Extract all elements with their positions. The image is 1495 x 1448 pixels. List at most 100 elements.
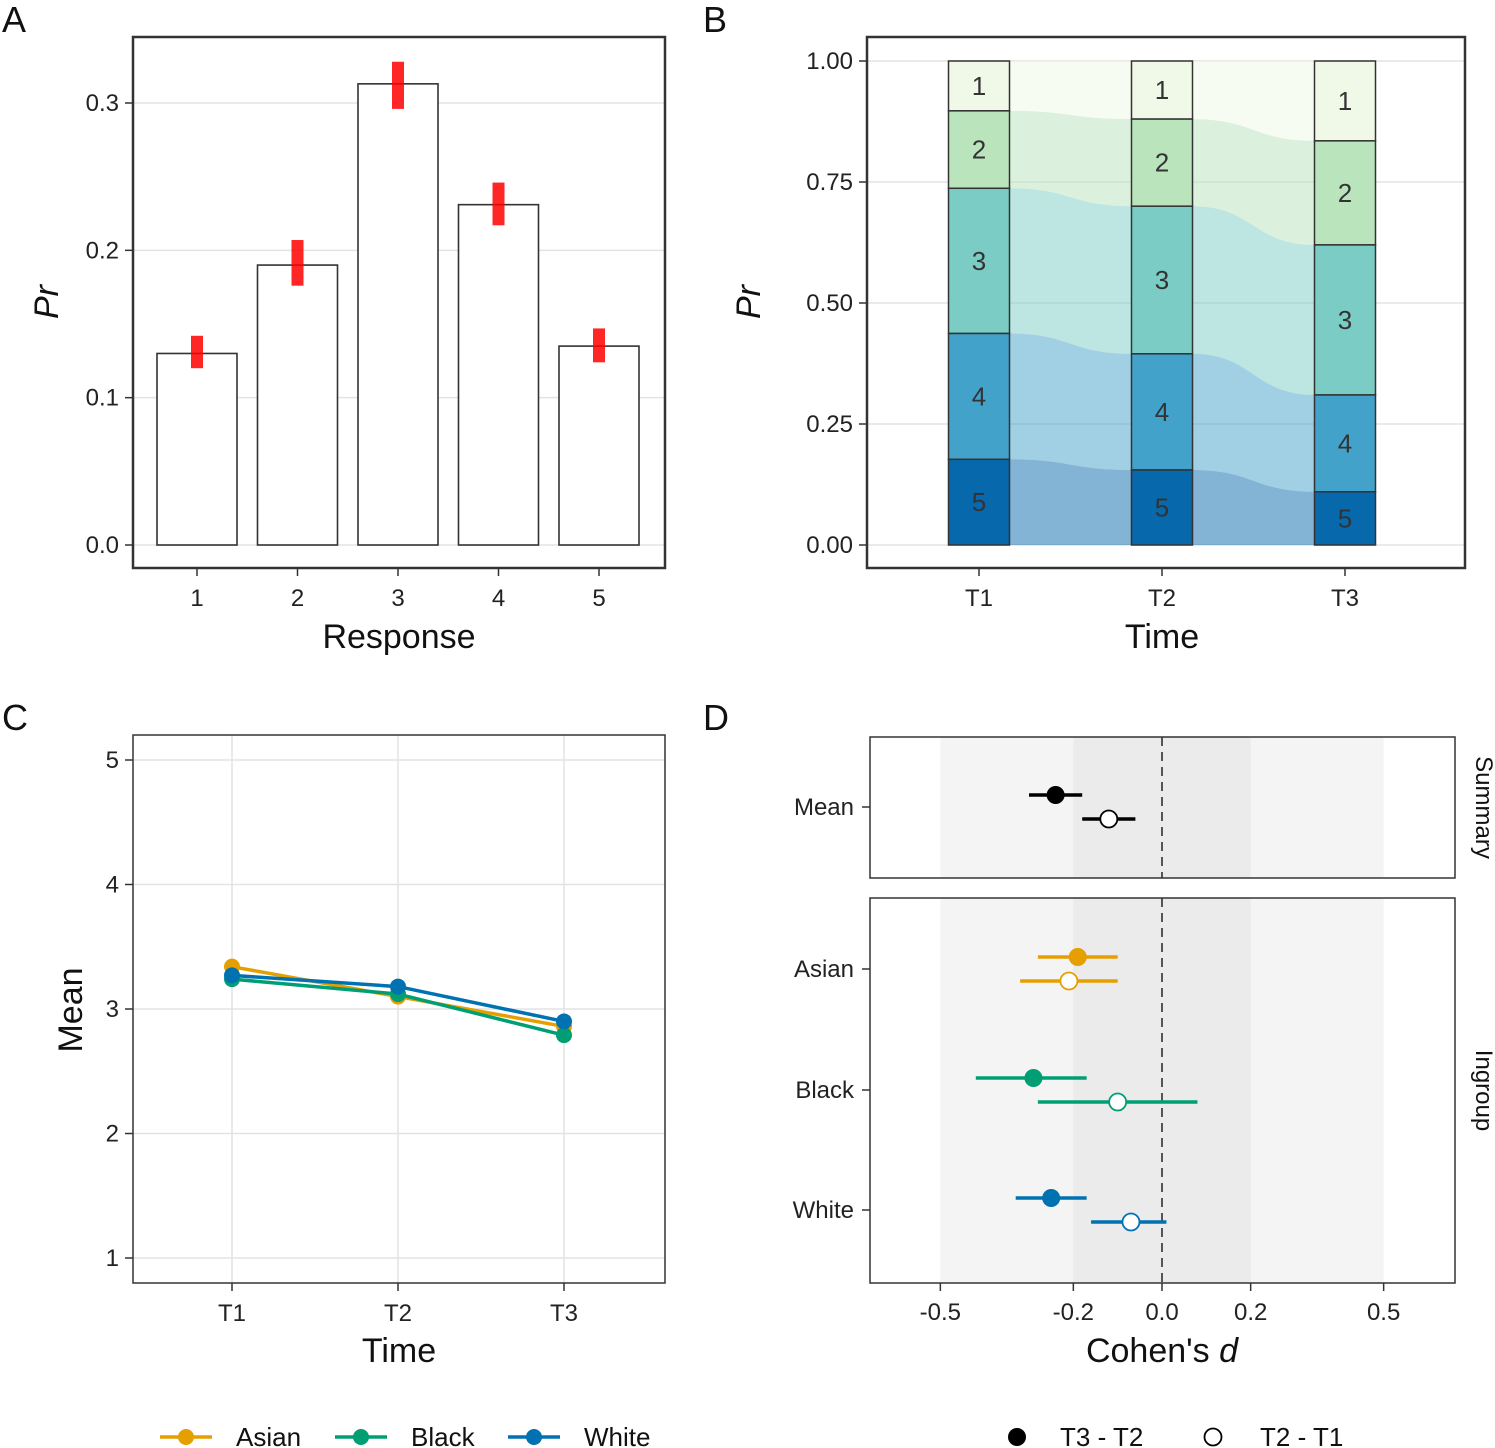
panel-d-point-t2-t1 [1121, 1212, 1141, 1232]
panel-a-bar [256, 264, 339, 546]
panel-d-xtick-label: -0.5 [920, 1299, 961, 1326]
panel-b-xtick-label: T2 [1148, 585, 1176, 612]
panel-a-bar [457, 203, 540, 546]
panel-a-letter: A [2, 0, 26, 40]
panel-b-xtick-label: T1 [965, 585, 993, 612]
panel-c-letter: C [2, 697, 28, 738]
panel-c-point [556, 1013, 572, 1030]
panel-d-row-label: Black [795, 1077, 855, 1104]
panel-b-segment-label: 5 [972, 487, 986, 517]
panel-b-letter: B [703, 0, 727, 40]
panel-d-point-t3-t2 [1024, 1069, 1043, 1087]
panel-b-stack-segment [1313, 244, 1377, 396]
panel-b-stack-segment [1313, 60, 1377, 142]
panel-b-stack-segment [1313, 394, 1377, 493]
panel-d-legend-label: T3 - T2 [1060, 1422, 1143, 1448]
panel-d-strip-label: Summary [1470, 756, 1495, 859]
panel-a-bar-chart: 0.0 0.1 0.2 0.3 1 2 3 4 5 Response Pr [28, 35, 667, 656]
panel-c-xtick-label: T1 [218, 1300, 246, 1327]
panel-b-flow-ribbon [1192, 61, 1315, 141]
panel-c-xlabel: Time [362, 1332, 436, 1370]
panel-d-point-t2-t1 [1108, 1092, 1128, 1112]
panel-b-segment-label: 4 [1155, 397, 1169, 427]
panel-d-point-t3-t2 [1042, 1189, 1061, 1207]
panel-a-xtick-label: 1 [190, 585, 203, 612]
panel-c-ytick-label: 4 [106, 872, 119, 899]
panel-d-xlabel-main: Cohen's [1086, 1332, 1219, 1370]
panel-b-ytick-label: 0.00 [806, 532, 853, 559]
panel-c-xtick-label: T2 [384, 1300, 412, 1327]
panel-b-ytick-label: 0.50 [806, 290, 853, 317]
panel-b-xlabel: Time [1125, 618, 1199, 656]
panel-b-segment-label: 2 [972, 135, 986, 165]
panel-b-stack-segment [1130, 60, 1194, 120]
panel-d-xlabel-italic: d [1219, 1332, 1239, 1370]
panel-d-xtick-label: 0.2 [1234, 1299, 1267, 1326]
panel-c-legend-label: Black [411, 1422, 476, 1448]
panel-b-stack-segment [1130, 469, 1194, 546]
panel-b-alluvial-chart: 0.00 0.25 0.50 0.75 1.00 1 2 3 4 5 T1 1 2 3 4 5 T2 1 2 3 4 5 T… [730, 35, 1467, 656]
panel-a-ytick-label: 0.1 [86, 385, 119, 412]
panel-a-ytick-label: 0.0 [86, 532, 119, 559]
panel-a-xtick-label: 4 [492, 585, 505, 612]
panel-d-point-t2-t1 [1059, 971, 1079, 991]
panel-a-bar [156, 352, 238, 546]
panel-d-point-t3-t2 [1068, 948, 1087, 966]
panel-c-ylabel: Mean [52, 967, 90, 1052]
panel-a-xtick-label: 3 [391, 585, 404, 612]
panel-b-segment-label: 1 [1155, 75, 1169, 105]
panel-d-row-label: Mean [794, 794, 854, 821]
panel-c-point [390, 978, 406, 995]
panel-b-flow-ribbon [1009, 459, 1132, 545]
panel-a-ytick-label: 0.3 [86, 90, 119, 117]
panel-b-segment-label: 3 [1338, 305, 1352, 335]
panel-a-xlabel: Response [322, 618, 475, 656]
panel-c-ytick-label: 1 [106, 1245, 119, 1272]
panel-d-legend-key-open [1203, 1427, 1223, 1447]
panel-b-stack-segment [1130, 118, 1194, 207]
panel-b-stack-segment [947, 60, 1011, 112]
panel-b-stack-segment [1313, 140, 1377, 246]
panel-a-border [131, 35, 667, 570]
panel-d-point-t2-t1 [1099, 809, 1119, 829]
panel-b-ytick-label: 0.25 [806, 411, 853, 438]
panel-b-segment-label: 5 [1338, 503, 1352, 533]
panel-b-segment-label: 4 [972, 381, 986, 411]
panel-b-segment-label: 4 [1338, 428, 1352, 458]
panel-a-bar [357, 83, 439, 546]
panel-d-strip-label: Ingroup [1470, 1050, 1495, 1131]
panel-a-xtick-label: 2 [291, 585, 304, 612]
panel-b-stack-segment [1130, 353, 1194, 471]
panel-d-point-t3-t2 [1046, 786, 1065, 804]
panel-d-xtick-label: 0.0 [1145, 1299, 1178, 1326]
panel-b-flow-ribbon [1192, 206, 1315, 395]
panel-b-stack-segment [1130, 205, 1194, 355]
panel-a-interval [191, 335, 203, 369]
panel-b-flow-ribbon [1192, 469, 1315, 545]
panel-b-xtick-label: T3 [1331, 585, 1359, 612]
panel-b-ytick-label: 1.00 [806, 48, 853, 75]
panel-b-flow-ribbon [1009, 188, 1132, 354]
panel-b-ytick-label: 0.75 [806, 169, 853, 196]
panel-c-legend-point [178, 1429, 194, 1445]
panel-b-flow-ribbon [1192, 119, 1315, 245]
panel-b-flow-ribbon [1192, 353, 1315, 492]
panel-c-legend-label: Asian [236, 1422, 301, 1448]
panel-b-segment-label: 5 [1155, 492, 1169, 522]
panel-b-stack-segment [947, 458, 1011, 546]
panel-b-segment-label: 2 [1155, 148, 1169, 178]
panel-a-xtick-label: 5 [592, 585, 605, 612]
panel-b-segment-label: 3 [972, 246, 986, 276]
panel-c-ytick-label: 3 [106, 996, 119, 1023]
panel-c-legend-label: White [584, 1422, 650, 1448]
panel-a-interval [392, 61, 404, 109]
panel-c-ytick-label: 2 [106, 1121, 119, 1148]
panel-b-ylabel: Pr [730, 283, 768, 319]
panel-d-xtick-label: 0.5 [1367, 1299, 1400, 1326]
panel-d-letter: D [703, 697, 729, 738]
panel-c-border [132, 734, 666, 1284]
panel-b-flow-ribbon [1009, 61, 1132, 120]
panel-d-legend-label: T2 - T1 [1260, 1422, 1343, 1448]
panel-a-interval [593, 328, 605, 363]
